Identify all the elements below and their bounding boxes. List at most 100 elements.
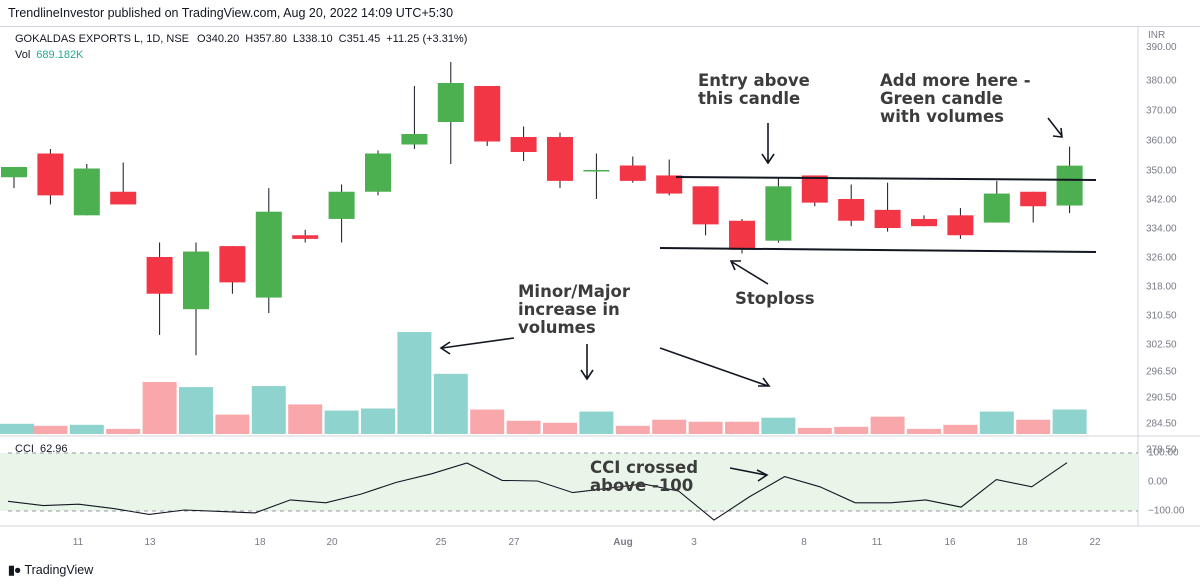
legend-open-label: O [197, 33, 206, 45]
candle-body [656, 175, 683, 194]
price-tick: 360.00 [1146, 136, 1177, 147]
price-tick: 334.00 [1146, 224, 1177, 235]
candle-body [801, 175, 828, 203]
add-more-note-line-2: Green candle [880, 89, 1003, 108]
currency-label: INR [1148, 30, 1165, 41]
candle-body [73, 168, 100, 216]
candle-body [947, 215, 974, 236]
volume-bar [506, 420, 541, 434]
tradingview-logo-text: TradingView [24, 563, 94, 577]
volume-layer [0, 332, 1087, 434]
price-tick: 296.50 [1146, 367, 1177, 378]
candle [619, 156, 646, 183]
legend-high: 357.80 [253, 33, 287, 45]
volume-arrow-left [439, 337, 515, 355]
volume-bar [106, 428, 141, 434]
candle [292, 229, 319, 243]
chart-area[interactable]: 380.00370.00360.00350.00342.00334.00326.… [0, 26, 1200, 558]
candle-body [874, 209, 901, 228]
candle-body [692, 186, 719, 225]
time-tick: 16 [944, 537, 956, 548]
volume-bar [870, 416, 905, 434]
legend-high-label: H [245, 33, 253, 45]
candle [692, 186, 719, 236]
volume-bar [251, 386, 286, 434]
cci-axis: 100.00 0.00 −100.00 [1148, 448, 1185, 517]
candle [874, 182, 901, 232]
time-tick: 18 [254, 537, 266, 548]
volume-bar [979, 411, 1014, 434]
candle [1056, 146, 1083, 214]
candle-body [1, 167, 27, 178]
volume-arrow-right [659, 347, 771, 387]
candle [656, 159, 683, 196]
candle-body [328, 191, 355, 219]
price-tick: 290.50 [1146, 393, 1177, 404]
candle [37, 149, 64, 205]
volume-bar [470, 409, 505, 434]
legend-close-label: C [339, 33, 347, 45]
candle-body [292, 235, 319, 239]
cci-tick: 100.00 [1148, 448, 1179, 459]
volume-bar [615, 425, 650, 434]
candle-body [474, 86, 501, 142]
volume-bar [33, 425, 68, 434]
publisher-line: TrendlineInvestor published on TradingVi… [8, 6, 454, 20]
legend-symbol: GOKALDAS EXPORTS L, 1D, NSE [15, 33, 189, 45]
support-trendline[interactable] [659, 247, 1097, 253]
stoploss-note: Stoploss [735, 289, 815, 308]
volume-bar [725, 421, 759, 434]
price-tick: 326.00 [1146, 253, 1177, 264]
symbol-legend: GOKALDAS EXPORTS L, 1D, NSE O340.20 H357.8… [15, 33, 467, 455]
tradingview-logo-icon: ▮● [8, 563, 21, 577]
candle [1020, 191, 1047, 223]
cci-arrow [729, 467, 769, 482]
candle [729, 218, 755, 254]
tradingview-logo[interactable]: ▮● TradingView [8, 562, 93, 577]
candle [146, 242, 173, 335]
candle-body [110, 191, 137, 205]
candle [547, 132, 573, 189]
candle-body [510, 137, 537, 152]
price-tick: 380.00 [1146, 76, 1177, 87]
candle-body [583, 170, 610, 172]
cci-band [0, 453, 1138, 511]
legend-close: 351.45 [347, 33, 381, 45]
legend-low: 338.10 [299, 33, 333, 45]
resistance-trendline[interactable] [675, 176, 1097, 181]
candle-body [437, 83, 464, 122]
volume-bar [1016, 419, 1051, 434]
volume-bar [361, 408, 395, 434]
add-more-note-line-3: with volumes [880, 107, 1004, 126]
volume-bar [543, 422, 577, 434]
candle [365, 150, 391, 196]
candle [219, 246, 246, 294]
cci-tick: −100.00 [1148, 506, 1185, 517]
price-tick: 390.00 [1146, 42, 1177, 53]
candle-body [1020, 191, 1047, 207]
volume-legend: Vol 689.182K [15, 49, 84, 61]
candle-body [619, 165, 646, 181]
cci-tick: 0.00 [1148, 477, 1168, 488]
cci-legend-value: 62.96 [40, 443, 68, 455]
candle-body [729, 220, 755, 250]
price-axis: 380.00 370.00 360.00 350.00 342.00 334.00 326.… [1146, 42, 1177, 456]
candle [983, 180, 1010, 223]
candle [801, 175, 828, 207]
entry-arrow [761, 123, 775, 165]
candle [838, 184, 865, 227]
candle [947, 208, 974, 239]
entry-note-line-2: this candle [698, 89, 800, 108]
time-tick: 13 [144, 537, 156, 548]
legend-open: 340.20 [206, 33, 240, 45]
volume-note-line-1: Minor/Major [518, 282, 631, 301]
candle [183, 242, 209, 356]
candle-body [983, 193, 1010, 223]
time-tick: 11 [73, 537, 84, 548]
volume-bar [1052, 409, 1087, 434]
candle [911, 215, 937, 227]
price-tick: 350.00 [1146, 166, 1177, 177]
volume-bar [907, 428, 941, 434]
stoploss-arrow [729, 260, 769, 285]
candle-body [911, 218, 937, 227]
